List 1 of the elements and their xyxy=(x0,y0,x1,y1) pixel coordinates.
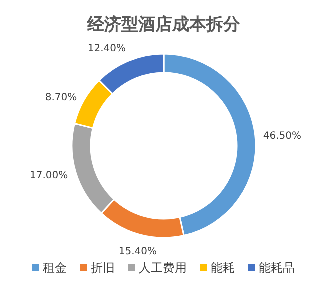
title: 经济型酒店成本拆分 xyxy=(88,15,240,35)
